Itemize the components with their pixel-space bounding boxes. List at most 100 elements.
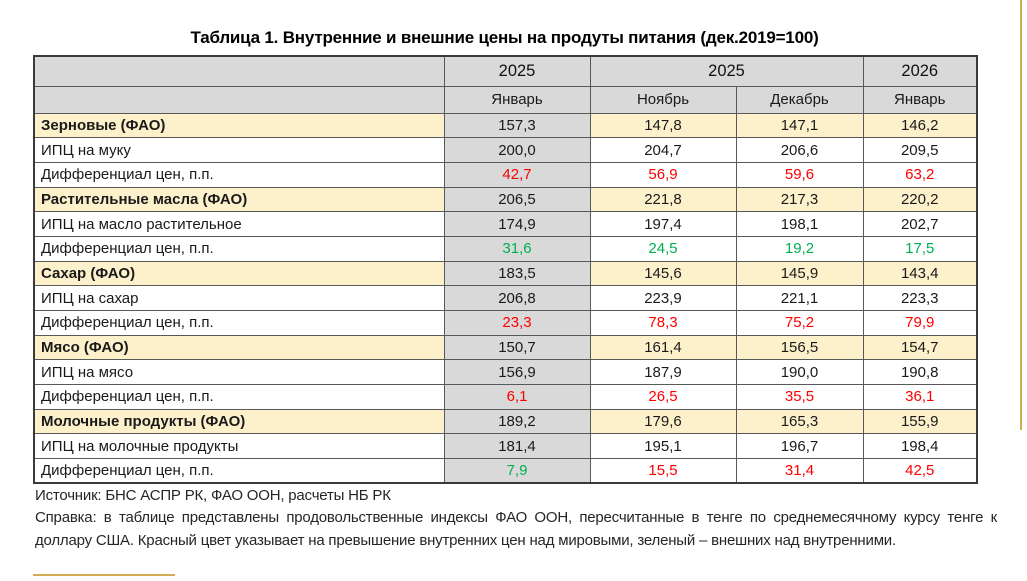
value-cell: 154,7 [862, 334, 978, 361]
value-cell: 42,5 [862, 458, 978, 484]
year-header-2025-jan: 2025 [443, 55, 591, 87]
value-cell: 221,1 [735, 285, 864, 311]
value-cell: 24,5 [589, 235, 737, 262]
value-cell: 189,2 [443, 408, 591, 435]
row-label: Дифференциал цен, п.п. [33, 310, 445, 336]
row-label: Дифференциал цен, п.п. [33, 458, 445, 484]
row-label: Мясо (ФАО) [33, 334, 445, 361]
value-cell: 56,9 [589, 161, 737, 188]
month-header: Январь [443, 85, 591, 114]
value-cell: 42,7 [443, 161, 591, 188]
value-cell: 190,8 [862, 359, 978, 386]
table-row: Дифференциал цен, п.п. 31,6 24,5 19,2 17,5 [33, 235, 978, 262]
price-table: 2025 2025 2026 Январь Ноябрь Декабрь Янв… [33, 55, 978, 485]
empty-header-cell [33, 55, 445, 87]
row-label: Дифференциал цен, п.п. [33, 235, 445, 262]
value-cell: 209,5 [862, 137, 978, 163]
row-label: Растительные масла (ФАО) [33, 186, 445, 213]
value-cell: 202,7 [862, 211, 978, 237]
row-label: ИПЦ на молочные продукты [33, 433, 445, 460]
table-row: Дифференциал цен, п.п. 6,1 26,5 35,5 36,1 [33, 384, 978, 410]
empty-header-cell [33, 85, 445, 114]
value-cell: 59,6 [735, 161, 864, 188]
value-cell: 146,2 [862, 112, 978, 139]
value-cell: 221,8 [589, 186, 737, 213]
row-label: Дифференциал цен, п.п. [33, 384, 445, 410]
value-cell: 187,9 [589, 359, 737, 386]
value-cell: 179,6 [589, 408, 737, 435]
value-cell: 161,4 [589, 334, 737, 361]
value-cell: 197,4 [589, 211, 737, 237]
category-row: Молочные продукты (ФАО) 189,2 179,6 165,3 15… [33, 408, 978, 435]
value-cell: 223,3 [862, 285, 978, 311]
month-header-row: Январь Ноябрь Декабрь Январь [33, 85, 978, 114]
value-cell: 183,5 [443, 260, 591, 287]
table-row: ИПЦ на молочные продукты 181,4 195,1 196,7 1… [33, 433, 978, 460]
value-cell: 206,8 [443, 285, 591, 311]
value-cell: 79,9 [862, 310, 978, 336]
month-header: Ноябрь [589, 85, 737, 114]
gold-side-rule [1020, 0, 1022, 430]
value-cell: 147,8 [589, 112, 737, 139]
row-label: ИПЦ на мясо [33, 359, 445, 386]
table-row: Дифференциал цен, п.п. 42,7 56,9 59,6 63,2 [33, 161, 978, 188]
value-cell: 23,3 [443, 310, 591, 336]
value-cell: 143,4 [862, 260, 978, 287]
value-cell: 220,2 [862, 186, 978, 213]
value-cell: 206,5 [443, 186, 591, 213]
category-row: Растительные масла (ФАО) 206,5 221,8 217,3 2… [33, 186, 978, 213]
value-cell: 195,1 [589, 433, 737, 460]
source-line: Источник: БНС АСПР РК, ФАО ООН, расчеты … [35, 487, 391, 504]
value-cell: 157,3 [443, 112, 591, 139]
row-label: Дифференциал цен, п.п. [33, 161, 445, 188]
category-row: Мясо (ФАО) 150,7 161,4 156,5 154,7 [33, 334, 978, 361]
value-cell: 19,2 [735, 235, 864, 262]
month-header: Январь [862, 85, 978, 114]
table-title: Таблица 1. Внутренние и внешние цены на … [190, 28, 819, 47]
value-cell: 156,9 [443, 359, 591, 386]
value-cell: 155,9 [862, 408, 978, 435]
table-row: ИПЦ на масло растительное 174,9 197,4 198,1… [33, 211, 978, 237]
value-cell: 150,7 [443, 334, 591, 361]
value-cell: 26,5 [589, 384, 737, 410]
value-cell: 204,7 [589, 137, 737, 163]
table-row: Дифференциал цен, п.п. 7,9 15,5 31,4 42,5 [33, 458, 978, 484]
value-cell: 145,9 [735, 260, 864, 287]
value-cell: 15,5 [589, 458, 737, 484]
value-cell: 145,6 [589, 260, 737, 287]
row-label: Сахар (ФАО) [33, 260, 445, 287]
value-cell: 156,5 [735, 334, 864, 361]
value-cell: 223,9 [589, 285, 737, 311]
value-cell: 75,2 [735, 310, 864, 336]
row-label: ИПЦ на муку [33, 137, 445, 163]
value-cell: 217,3 [735, 186, 864, 213]
value-cell: 7,9 [443, 458, 591, 484]
value-cell: 174,9 [443, 211, 591, 237]
row-label: Зерновые (ФАО) [33, 112, 445, 139]
value-cell: 200,0 [443, 137, 591, 163]
value-cell: 36,1 [862, 384, 978, 410]
row-label: ИПЦ на масло растительное [33, 211, 445, 237]
year-header-2025: 2025 [589, 55, 864, 87]
table-body: Зерновые (ФАО) 157,3 147,8 147,1 146,2 ИПЦ на… [33, 112, 978, 484]
value-cell: 78,3 [589, 310, 737, 336]
year-header-2026: 2026 [862, 55, 978, 87]
value-cell: 206,6 [735, 137, 864, 163]
value-cell: 147,1 [735, 112, 864, 139]
value-cell: 181,4 [443, 433, 591, 460]
value-cell: 63,2 [862, 161, 978, 188]
value-cell: 35,5 [735, 384, 864, 410]
value-cell: 6,1 [443, 384, 591, 410]
value-cell: 17,5 [862, 235, 978, 262]
row-label: Молочные продукты (ФАО) [33, 408, 445, 435]
category-row: Зерновые (ФАО) 157,3 147,8 147,1 146,2 [33, 112, 978, 139]
value-cell: 198,1 [735, 211, 864, 237]
month-header: Декабрь [735, 85, 864, 114]
table-row: ИПЦ на мясо 156,9 187,9 190,0 190,8 [33, 359, 978, 386]
category-row: Сахар (ФАО) 183,5 145,6 145,9 143,4 [33, 260, 978, 287]
year-header-row: 2025 2025 2026 [33, 55, 978, 87]
gold-underline-rule [33, 574, 175, 576]
note-paragraph: Справка: в таблице представлены продовол… [35, 509, 997, 549]
table-row: ИПЦ на сахар 206,8 223,9 221,1 223,3 [33, 285, 978, 311]
